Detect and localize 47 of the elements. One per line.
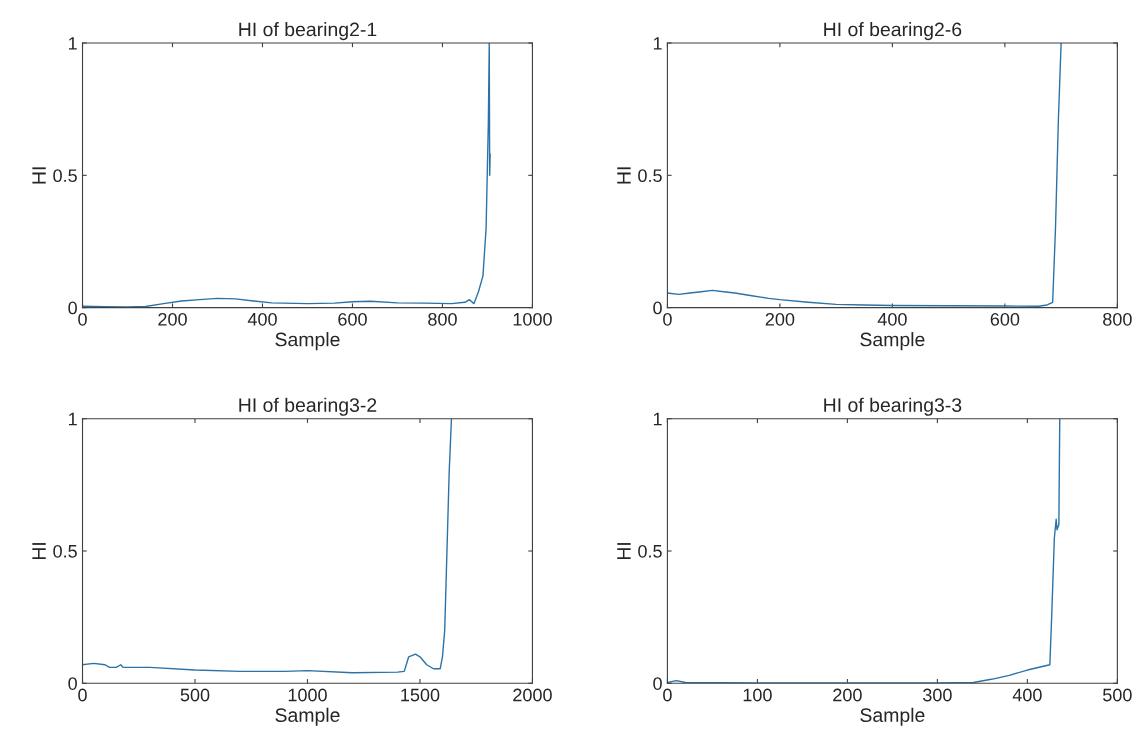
y-axis-title: HI bbox=[617, 167, 631, 184]
chart-title: HI of bearing2-1 bbox=[239, 22, 377, 41]
y-tick-label: 1 bbox=[653, 37, 662, 50]
x-tick-label: 200 bbox=[765, 312, 795, 326]
x-tick-label: 0 bbox=[78, 312, 87, 326]
line-series bbox=[82, 418, 453, 674]
x-tick-label: 600 bbox=[338, 312, 367, 326]
x-tick-label: 1000 bbox=[288, 688, 327, 702]
x-axis-title: Sample bbox=[275, 707, 340, 726]
y-tick-label: 0.5 bbox=[53, 169, 77, 183]
y-tick-label: 0 bbox=[653, 301, 662, 315]
x-tick-label: 200 bbox=[833, 688, 862, 702]
x-tick-label: 0 bbox=[78, 688, 87, 702]
x-tick-label: 400 bbox=[247, 312, 277, 326]
x-tick-label: 100 bbox=[743, 688, 772, 702]
x-tick-label: 400 bbox=[877, 312, 907, 326]
chart-title: HI of bearing2-6 bbox=[824, 22, 962, 41]
x-tick-label: 400 bbox=[1012, 688, 1042, 702]
x-axis-title: Sample bbox=[275, 332, 340, 351]
y-tick-label: 0 bbox=[68, 677, 77, 690]
y-tick-label: 0 bbox=[68, 301, 77, 315]
chart-title: HI of bearing3-2 bbox=[239, 397, 377, 416]
y-tick-label: 0 bbox=[653, 677, 662, 690]
x-tick-label: 2000 bbox=[513, 688, 552, 702]
x-axis-title: Sample bbox=[860, 707, 925, 726]
y-axis-title: HI bbox=[32, 543, 46, 560]
y-tick-label: 1 bbox=[68, 37, 77, 50]
x-tick-label: 0 bbox=[663, 312, 672, 326]
x-tick-label: 200 bbox=[158, 312, 187, 326]
y-tick-label: 0.5 bbox=[638, 544, 662, 558]
x-tick-label: 800 bbox=[428, 312, 457, 326]
x-tick-label: 300 bbox=[923, 688, 952, 702]
x-tick-label: 600 bbox=[990, 312, 1020, 326]
y-tick-label: 1 bbox=[653, 412, 662, 426]
chart-title: HI of bearing3-3 bbox=[824, 397, 962, 416]
y-axis-title: HI bbox=[617, 543, 631, 560]
y-tick-label: 0.5 bbox=[53, 544, 77, 558]
x-tick-label: 500 bbox=[180, 688, 210, 702]
x-tick-label: 500 bbox=[1103, 688, 1132, 702]
y-tick-label: 0.5 bbox=[638, 169, 662, 183]
y-tick-label: 1 bbox=[68, 412, 77, 426]
x-tick-label: 0 bbox=[663, 688, 672, 702]
y-axis-title: HI bbox=[32, 167, 46, 184]
x-tick-label: 800 bbox=[1103, 312, 1132, 326]
x-tick-label: 1000 bbox=[513, 312, 552, 326]
x-axis-title: Sample bbox=[860, 332, 925, 351]
x-tick-label: 1500 bbox=[401, 688, 440, 702]
